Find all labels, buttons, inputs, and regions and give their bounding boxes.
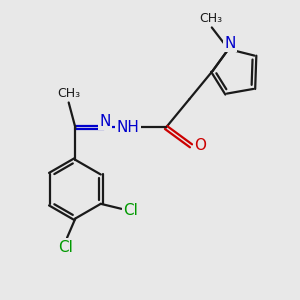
Text: N: N — [100, 114, 111, 129]
Text: Cl: Cl — [58, 240, 73, 255]
Text: Cl: Cl — [123, 203, 138, 218]
Text: CH₃: CH₃ — [57, 87, 80, 100]
Text: CH₃: CH₃ — [200, 12, 223, 25]
Text: O: O — [194, 138, 206, 153]
Text: N: N — [224, 36, 236, 51]
Text: NH: NH — [117, 120, 140, 135]
